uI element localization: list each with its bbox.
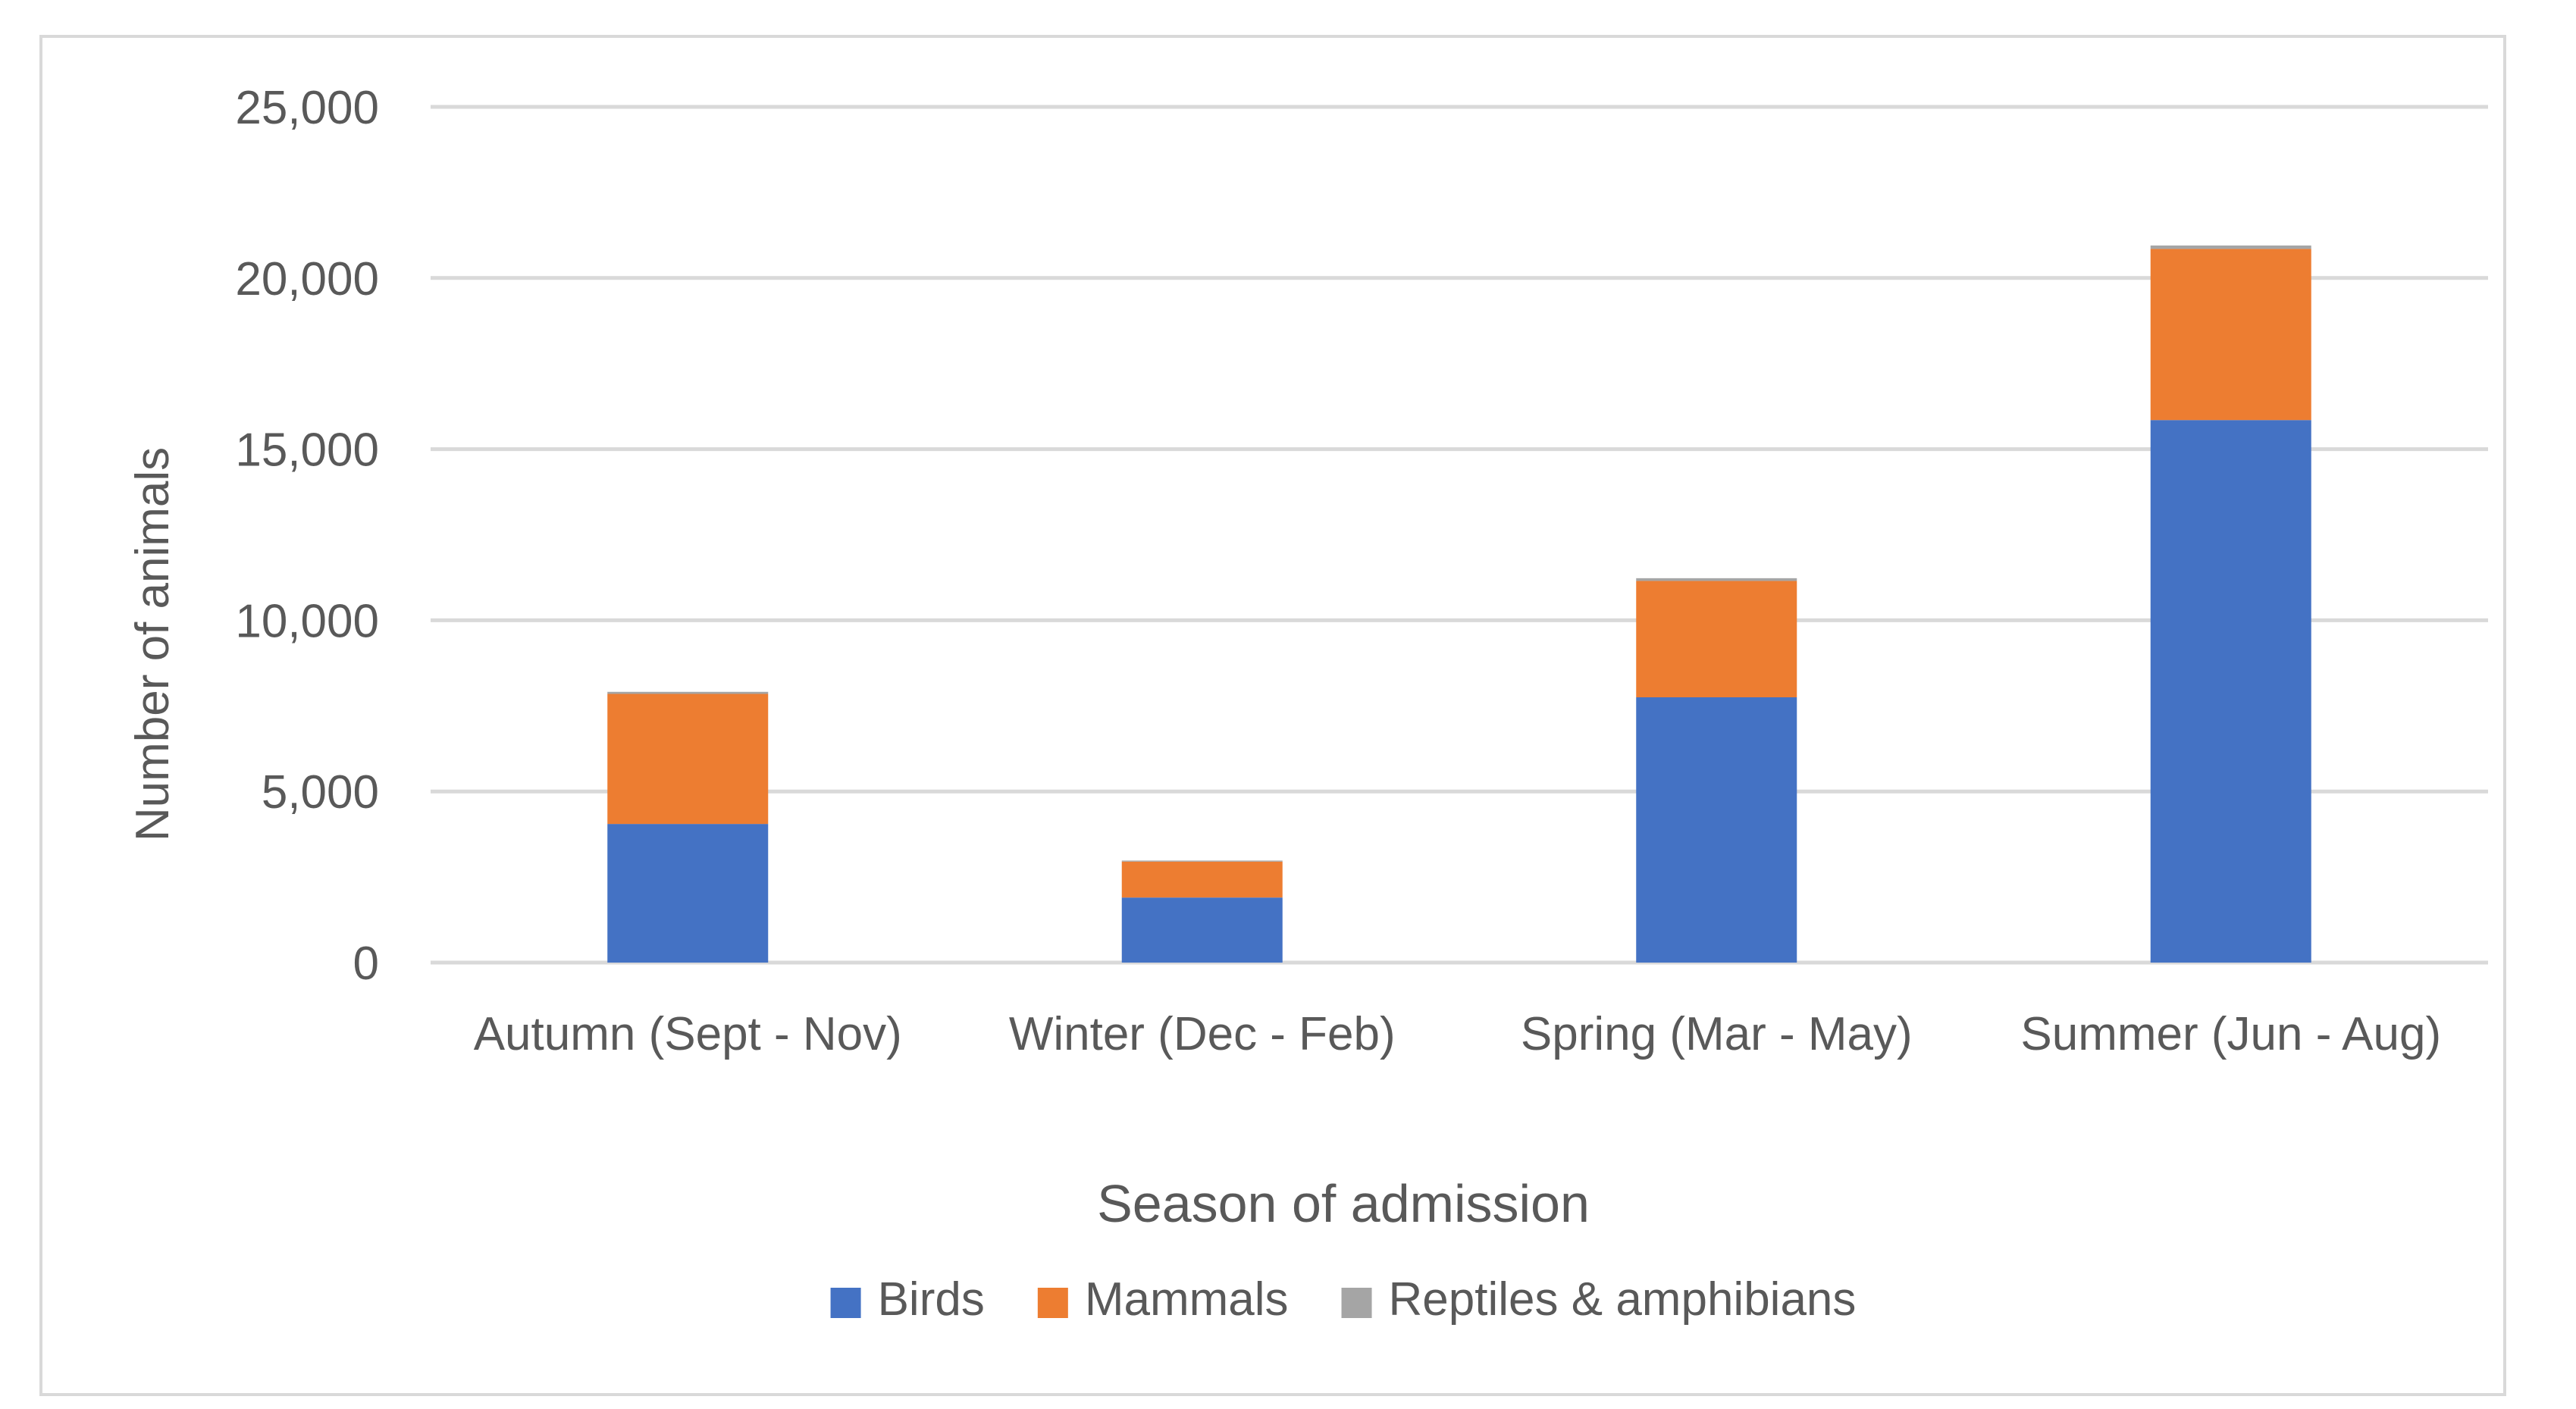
y-axis-title: Number of animals [127,447,179,841]
legend-item: Birds [830,1273,985,1326]
bar-birds [1636,697,1797,963]
bar-birds [1121,897,1283,963]
bar-reptiles-amphibians [607,691,769,694]
bar-mammals [2150,249,2311,421]
bars [607,245,2311,963]
legend-swatch [830,1288,861,1318]
x-category-label: Autumn (Sept - Nov) [474,1008,902,1060]
x-category-label: Summer (Jun - Aug) [2020,1008,2441,1060]
legend-item: Reptiles & amphibians [1341,1273,1857,1326]
bar-mammals [1121,861,1283,898]
bar-birds [2150,420,2311,963]
y-tick-label: 15,000 [235,424,379,477]
legend-label: Mammals [1085,1273,1289,1326]
y-tick-label: 10,000 [235,595,379,647]
y-tick-label: 0 [353,938,379,990]
x-category-label: Winter (Dec - Feb) [1009,1008,1396,1060]
legend-label: Reptiles & amphibians [1389,1273,1857,1326]
bar-reptiles-amphibians [1636,578,1797,581]
legend: Birds Mammals Reptiles & amphibians [830,1273,1857,1326]
bar-birds [607,824,769,963]
legend-swatch [1341,1288,1372,1318]
bar-mammals [607,694,769,825]
bar-reptiles-amphibians [2150,245,2311,249]
bar-reptiles-amphibians [1121,860,1283,862]
legend-item: Mammals [1037,1273,1289,1326]
y-axis-ticks: 0 5,000 10,000 15,000 20,000 25,000 [235,82,379,990]
x-axis-categories: Autumn (Sept - Nov) Winter (Dec - Feb) Spr… [474,1008,2441,1060]
x-axis-title: Season of admission [1097,1174,1590,1233]
y-tick-label: 25,000 [235,82,379,134]
gridlines [431,105,2488,965]
legend-swatch [1037,1288,1068,1318]
x-category-label: Spring (Mar - May) [1521,1008,1913,1060]
y-tick-label: 20,000 [235,253,379,305]
legend-label: Birds [878,1273,985,1326]
y-tick-label: 5,000 [262,766,379,819]
bar-mammals [1636,581,1797,698]
chart-frame [39,35,2506,1396]
